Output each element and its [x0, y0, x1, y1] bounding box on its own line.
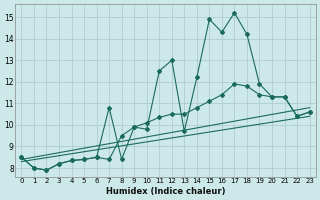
X-axis label: Humidex (Indice chaleur): Humidex (Indice chaleur) [106, 187, 225, 196]
